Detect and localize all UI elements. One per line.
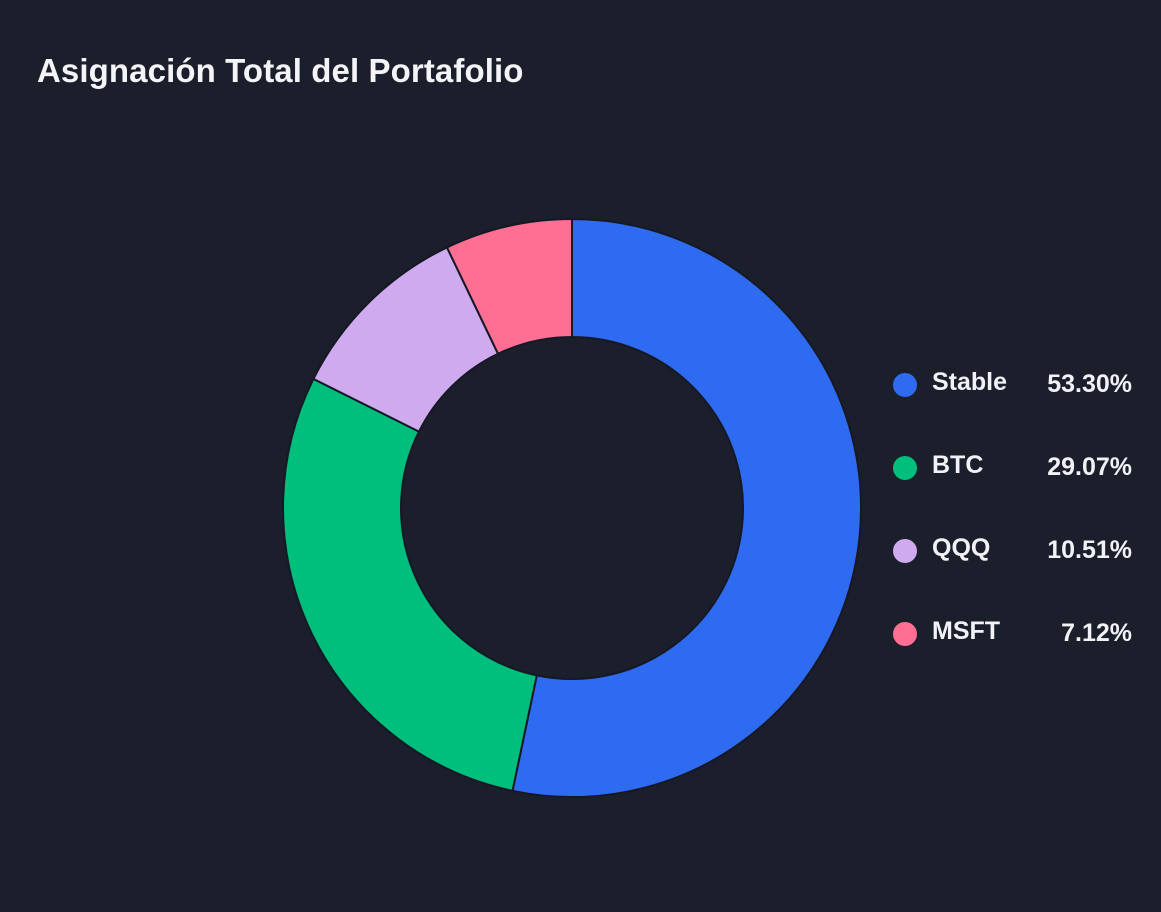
legend-value-msft: 7.12% bbox=[1061, 619, 1132, 647]
chart-legend: Stable 53.30% BTC 29.07% QQQ 10.51% MSFT… bbox=[890, 362, 1134, 694]
legend-item-qqq[interactable]: QQQ 10.51% bbox=[890, 528, 1134, 611]
legend-label-msft: MSFT bbox=[932, 617, 1001, 645]
legend-item-stable[interactable]: Stable 53.30% bbox=[890, 362, 1134, 445]
legend-swatch-msft bbox=[893, 622, 917, 646]
legend-swatch-stable bbox=[893, 373, 917, 397]
donut-slice-msft[interactable] bbox=[445, 218, 573, 355]
legend-label-qqq: QQQ bbox=[932, 534, 991, 562]
donut-slice-stable[interactable] bbox=[511, 218, 862, 798]
legend-value-btc: 29.07% bbox=[1047, 453, 1132, 481]
legend-item-btc[interactable]: BTC 29.07% bbox=[890, 445, 1134, 528]
donut-slice-btc[interactable] bbox=[282, 377, 538, 792]
legend-label-stable: Stable bbox=[932, 368, 1008, 396]
legend-item-msft[interactable]: MSFT 7.12% bbox=[890, 611, 1134, 694]
legend-swatch-qqq bbox=[893, 539, 917, 563]
legend-value-stable: 53.30% bbox=[1047, 370, 1132, 398]
legend-value-qqq: 10.51% bbox=[1047, 536, 1132, 564]
legend-label-btc: BTC bbox=[932, 451, 984, 479]
legend-swatch-btc bbox=[893, 456, 917, 480]
chart-title: Asignación Total del Portafolio bbox=[37, 52, 524, 89]
